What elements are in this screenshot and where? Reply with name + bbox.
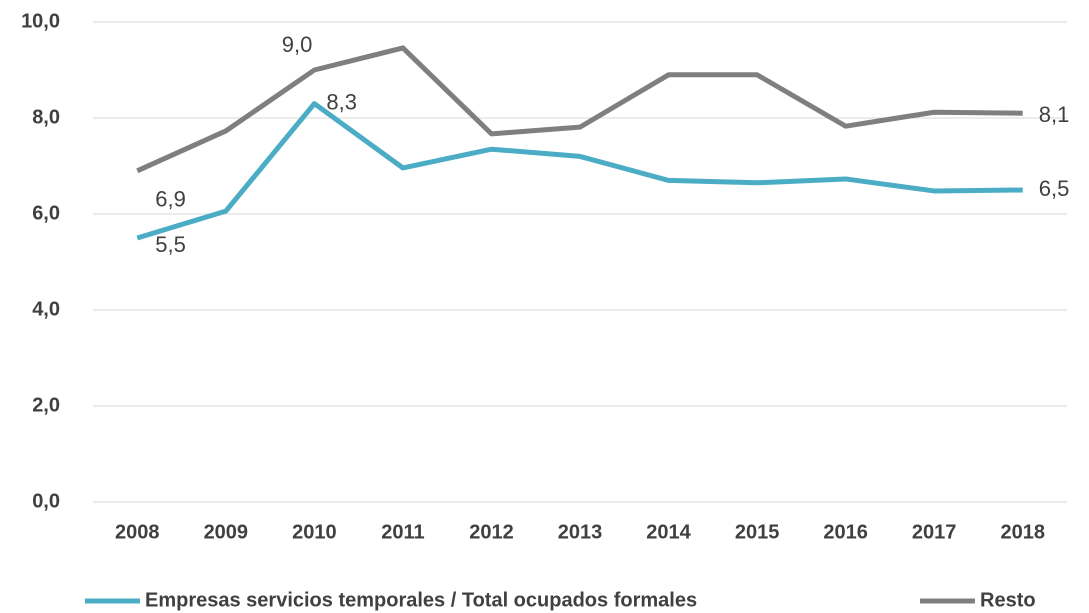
x-tick-label: 2014 <box>646 521 691 543</box>
data-label: 5,5 <box>155 232 186 257</box>
x-tick-label: 2018 <box>1000 521 1045 543</box>
y-tick-label: 2,0 <box>32 394 60 416</box>
y-tick-label: 10,0 <box>21 10 60 32</box>
x-tick-label: 2015 <box>735 521 780 543</box>
y-tick-label: 6,0 <box>32 202 60 224</box>
data-label: 9,0 <box>282 32 313 57</box>
x-tick-label: 2017 <box>912 521 957 543</box>
x-tick-label: 2011 <box>381 521 424 543</box>
x-tick-label: 2013 <box>558 521 603 543</box>
line-series <box>136 101 1023 241</box>
data-label: 6,9 <box>155 187 186 212</box>
x-tick-label: 2010 <box>292 521 337 543</box>
legend-label: Resto <box>980 589 1036 611</box>
x-tick-label: 2008 <box>115 521 160 543</box>
data-label: 8,3 <box>326 89 357 114</box>
line-series <box>136 45 1023 174</box>
y-tick-label: 4,0 <box>32 298 60 320</box>
x-tick-label: 2016 <box>823 521 868 543</box>
data-label: 8,1 <box>1039 102 1070 127</box>
y-tick-label: 8,0 <box>32 106 60 128</box>
x-tick-label: 2012 <box>469 521 514 543</box>
y-tick-label: 0,0 <box>32 490 60 512</box>
data-label: 6,5 <box>1039 176 1070 201</box>
x-tick-label: 2009 <box>204 521 249 543</box>
legend-label: Empresas servicios temporales / Total oc… <box>145 589 697 611</box>
